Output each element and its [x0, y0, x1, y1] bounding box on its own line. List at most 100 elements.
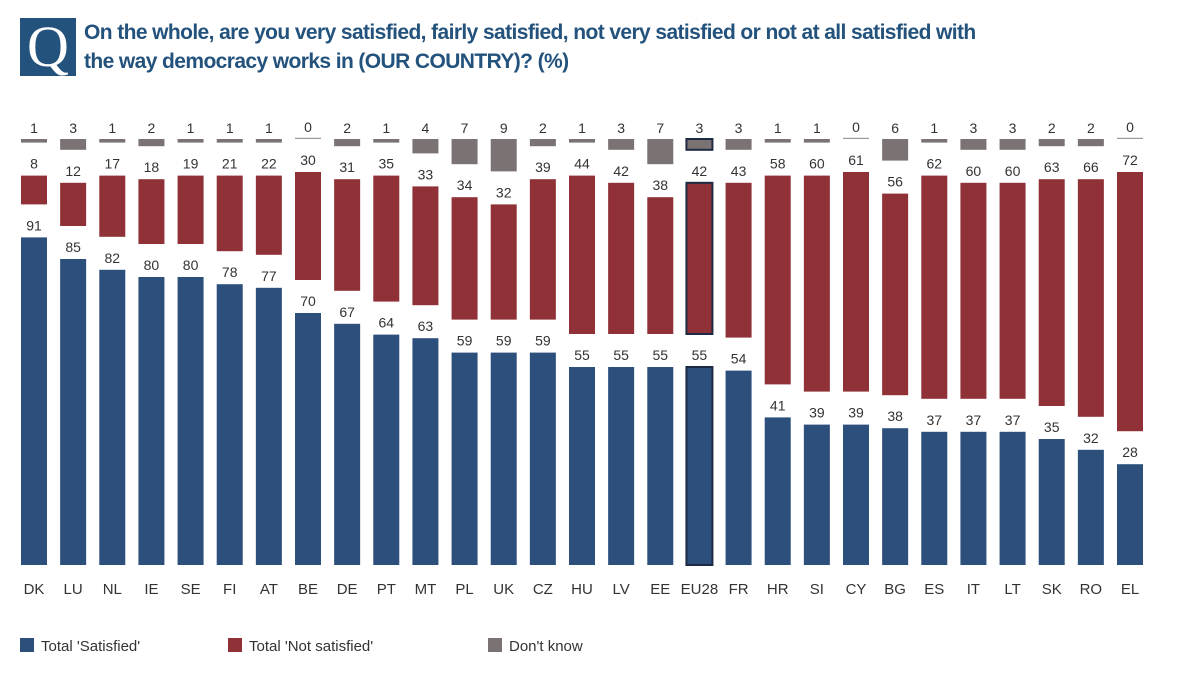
bar-dont-know-SE [177, 139, 204, 143]
tick-label-EL: EL [1121, 581, 1139, 598]
bar-dont-know-SI [803, 139, 830, 143]
label-not-satisfied-LT: 60 [1005, 163, 1021, 179]
label-satisfied-FI: 78 [222, 264, 238, 280]
bar-not-satisfied-SI [803, 175, 830, 392]
bar-dont-know-HR [764, 139, 791, 143]
label-satisfied-LU: 85 [65, 239, 81, 255]
label-satisfied-EL: 28 [1122, 444, 1138, 460]
legend-label-1: Total 'Not satisfied' [249, 638, 373, 655]
bar-not-satisfied-EU28 [685, 181, 714, 335]
bar-dont-know-HU [569, 139, 595, 143]
label-dont-know-IE: 2 [148, 120, 156, 136]
chart-header: Q On the whole, are you very satisfied, … [20, 18, 984, 76]
label-not-satisfied-BE: 30 [300, 152, 316, 168]
bar-not-satisfied-ES [921, 175, 948, 399]
label-satisfied-BG: 38 [887, 408, 903, 424]
question-logo: Q [20, 18, 76, 76]
legend-swatch-0 [20, 638, 34, 652]
tick-label-EE: EE [650, 581, 670, 598]
bar-satisfied-AT [255, 287, 282, 565]
label-not-satisfied-HR: 58 [770, 156, 786, 172]
label-dont-know-SI: 1 [813, 120, 821, 136]
label-not-satisfied-AT: 22 [261, 156, 277, 172]
label-dont-know-FI: 1 [226, 120, 234, 136]
label-not-satisfied-FI: 21 [222, 156, 238, 172]
bar-not-satisfied-PT [373, 175, 400, 302]
bar-not-satisfied-LU [60, 182, 87, 226]
bar-satisfied-PT [373, 334, 400, 565]
bar-not-satisfied-LT [999, 182, 1026, 399]
legend-label-0: Total 'Satisfied' [41, 638, 140, 655]
bar-not-satisfied-HR [764, 175, 791, 385]
tick-label-LT: LT [1004, 581, 1020, 598]
bar-dont-know-BE [295, 137, 321, 139]
label-dont-know-CZ: 2 [539, 120, 547, 136]
label-dont-know-DK: 1 [30, 120, 38, 136]
label-dont-know-DE: 2 [343, 120, 351, 136]
tick-label-DK: DK [24, 581, 45, 598]
bar-not-satisfied-CZ [529, 179, 556, 320]
bar-not-satisfied-PL [451, 197, 478, 320]
label-dont-know-CY: 0 [852, 119, 860, 135]
bar-dont-know-ES [921, 139, 948, 143]
bar-dont-know-LU [60, 139, 87, 150]
bar-dont-know-IE [138, 139, 165, 147]
bar-not-satisfied-MT [412, 186, 439, 306]
label-not-satisfied-SE: 19 [183, 156, 199, 172]
bar-satisfied-HU [569, 367, 595, 565]
label-satisfied-BE: 70 [300, 293, 316, 309]
bar-dont-know-EU28 [685, 138, 714, 151]
tick-label-NL: NL [103, 581, 122, 598]
bar-not-satisfied-HU [569, 175, 595, 334]
label-satisfied-FR: 54 [731, 351, 747, 367]
bar-not-satisfied-AT [255, 175, 282, 255]
label-not-satisfied-PL: 34 [457, 177, 473, 193]
label-dont-know-LT: 3 [1009, 120, 1017, 136]
bar-satisfied-NL [99, 269, 126, 565]
tick-label-IE: IE [144, 581, 158, 598]
bar-satisfied-MT [412, 338, 439, 565]
bar-dont-know-CY [843, 137, 869, 139]
label-not-satisfied-FR: 43 [731, 163, 747, 179]
bar-not-satisfied-UK [490, 204, 517, 320]
label-not-satisfied-EU28: 42 [692, 163, 708, 179]
tick-label-IT: IT [967, 581, 980, 598]
bar-not-satisfied-IT [960, 182, 987, 399]
tick-label-BG: BG [884, 581, 906, 598]
label-not-satisfied-DE: 31 [339, 159, 355, 175]
bar-satisfied-BG [882, 428, 909, 565]
label-dont-know-FR: 3 [735, 120, 743, 136]
tick-label-RO: RO [1080, 581, 1103, 598]
bar-satisfied-EE [647, 367, 674, 565]
bar-satisfied-CZ [529, 352, 556, 565]
label-dont-know-EU28: 3 [696, 120, 704, 136]
bar-satisfied-SE [177, 277, 204, 565]
tick-label-HR: HR [767, 581, 789, 598]
bar-not-satisfied-LV [608, 182, 635, 334]
tick-label-HU: HU [571, 581, 593, 598]
bar-satisfied-SI [803, 424, 830, 565]
bar-not-satisfied-EE [647, 197, 674, 334]
bar-not-satisfied-CY [843, 172, 869, 392]
tick-label-FR: FR [729, 581, 749, 598]
label-dont-know-PL: 7 [461, 120, 469, 136]
label-dont-know-BE: 0 [304, 119, 312, 135]
bar-dont-know-FR [725, 139, 752, 150]
label-dont-know-UK: 9 [500, 120, 508, 136]
label-satisfied-IT: 37 [966, 412, 982, 428]
bar-satisfied-UK [490, 352, 517, 565]
tick-label-LU: LU [64, 581, 83, 598]
tick-label-MT: MT [415, 581, 437, 598]
tick-label-UK: UK [493, 581, 514, 598]
bar-dont-know-RO [1077, 139, 1104, 147]
bar-dont-know-EL [1117, 137, 1143, 139]
label-satisfied-LV: 55 [613, 347, 629, 363]
bar-satisfied-CY [843, 424, 869, 565]
label-satisfied-LT: 37 [1005, 412, 1021, 428]
label-not-satisfied-EL: 72 [1122, 152, 1138, 168]
label-satisfied-SI: 39 [809, 405, 825, 421]
label-dont-know-LU: 3 [69, 120, 77, 136]
bar-dont-know-FI [216, 139, 243, 143]
bar-satisfied-EU28 [685, 366, 714, 566]
